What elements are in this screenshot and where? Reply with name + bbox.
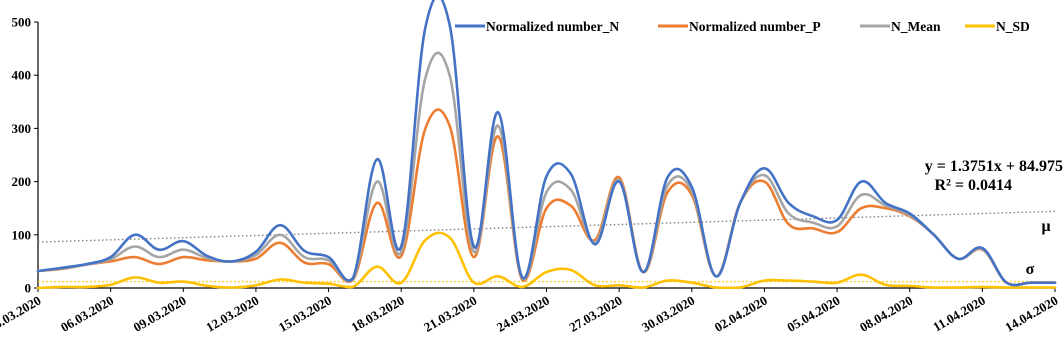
x-tick-label: 06.03.2020	[58, 293, 116, 335]
x-tick-label: 21.03.2020	[421, 293, 479, 335]
x-tick-label: 03.03.2020	[0, 293, 44, 335]
x-tick-label: 08.04.2020	[857, 293, 915, 335]
x-tick-label: 09.03.2020	[131, 293, 189, 335]
x-tick-label: 27.03.2020	[566, 293, 624, 335]
y-tick-label: 300	[12, 121, 32, 136]
x-tick-label: 30.03.2020	[639, 293, 697, 335]
mu-label: μ	[1041, 218, 1050, 235]
trendline-mu	[37, 210, 1056, 243]
y-tick-label: 400	[12, 68, 32, 83]
x-tick-label: 02.04.2020	[712, 293, 770, 335]
series-line-normalized-number-p	[36, 108, 1057, 287]
legend: Normalized number_N Normalized number_P N_…	[455, 19, 1030, 34]
x-tick-label: 12.03.2020	[203, 293, 261, 335]
y-tick-label: 200	[12, 174, 32, 189]
legend-label-n-mean: N_Mean	[891, 19, 941, 34]
legend-label-normalized-number-n: Normalized number_N	[486, 19, 619, 34]
r-squared-label: R² = 0.0414	[935, 177, 1012, 194]
y-tick-label: 500	[12, 15, 32, 30]
x-tick-label: 15.03.2020	[276, 293, 334, 335]
trendlines	[37, 210, 1056, 283]
x-tick-label: 14.04.2020	[1002, 293, 1060, 335]
trendline-equation: y = 1.3751x + 84.975	[925, 158, 1063, 175]
annotations: y = 1.3751x + 84.975 R² = 0.0414 μ σ	[925, 158, 1063, 278]
x-tick-label: 11.04.2020	[930, 293, 988, 335]
y-tick-label: 100	[12, 227, 32, 242]
y-tick-label: 0	[25, 281, 32, 296]
x-tick-label: 24.03.2020	[494, 293, 552, 335]
legend-label-normalized-number-p: Normalized number_P	[689, 19, 821, 34]
series-line-n-sd	[36, 231, 1057, 290]
x-tick-label: 18.03.2020	[349, 293, 407, 335]
legend-label-n-sd: N_SD	[996, 19, 1030, 34]
series-line-n-mean	[36, 51, 1057, 287]
series-lines	[36, 0, 1057, 290]
sigma-label: σ	[1026, 261, 1035, 278]
series-line-normalized-number-n	[36, 0, 1057, 287]
x-tick-label: 05.04.2020	[784, 293, 842, 335]
